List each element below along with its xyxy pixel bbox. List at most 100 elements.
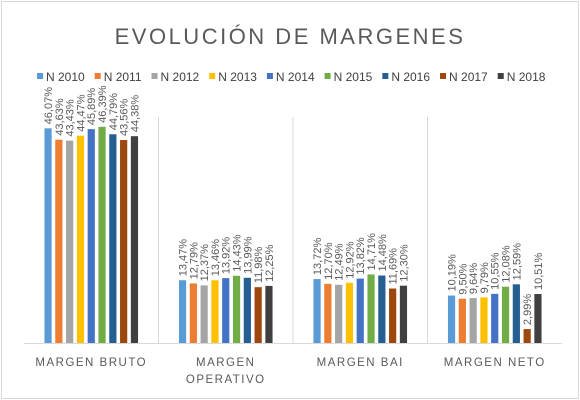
bar	[265, 285, 273, 344]
group-separators	[158, 117, 428, 343]
legend-swatch	[382, 73, 389, 79]
bar	[367, 274, 375, 343]
category-label: MARGEN NETO	[444, 357, 546, 369]
data-label: 44,79%	[108, 93, 120, 131]
data-label: 46,07%	[43, 87, 55, 125]
legend-label: N 2015	[334, 70, 373, 84]
category-label: MARGEN	[196, 357, 255, 369]
data-label: 13,92%	[221, 237, 233, 275]
bar	[324, 283, 332, 343]
legend-item: N 2010	[37, 70, 85, 84]
legend-item: N 2015	[324, 70, 373, 84]
data-label: 13,72%	[312, 238, 324, 276]
bar	[534, 294, 542, 343]
data-label: 12,49%	[334, 243, 346, 281]
bar	[480, 297, 488, 343]
legend-label: N 2010	[46, 70, 85, 84]
data-label: 12,79%	[188, 242, 200, 280]
bar	[243, 277, 251, 343]
data-label: 13,82%	[355, 237, 367, 275]
data-label: 10,55%	[490, 252, 502, 290]
legend-swatch	[266, 73, 273, 79]
bar	[469, 298, 477, 343]
data-label: 43,63%	[54, 98, 66, 136]
data-label: 12,70%	[323, 242, 335, 280]
bar	[491, 293, 499, 343]
data-label: 12,08%	[501, 245, 513, 283]
legend-item: N 2014	[266, 70, 315, 84]
bar	[87, 129, 95, 343]
legend-label: N 2016	[391, 70, 430, 84]
bar	[211, 280, 219, 343]
data-label: 14,43%	[232, 234, 244, 272]
legend-label: N 2014	[276, 70, 315, 84]
bar	[512, 284, 520, 343]
legend-swatch	[324, 73, 331, 79]
data-label: 9,50%	[457, 263, 469, 294]
bar	[356, 278, 364, 343]
legend-label: N 2011	[104, 70, 142, 84]
category-labels: MARGEN BRUTO MARGEN OPERATIVO MARGEN BAI MAR…	[35, 357, 546, 386]
bar	[44, 128, 52, 343]
legend-item: N 2012	[151, 70, 200, 84]
data-label: 11,98%	[253, 246, 265, 283]
data-label: 13,99%	[242, 236, 254, 274]
data-label: 43,43%	[65, 99, 77, 137]
chart-title: EVOLUCIÓN DE MARGENES	[115, 24, 466, 49]
bar	[523, 329, 531, 343]
data-label: 12,59%	[511, 243, 523, 281]
bar	[76, 135, 85, 343]
bar	[109, 134, 117, 343]
bar	[254, 287, 262, 343]
bar	[55, 139, 63, 343]
data-label: 46,39%	[97, 85, 109, 123]
data-label: 44,47%	[75, 94, 87, 132]
bar	[189, 283, 197, 343]
data-label: 12,25%	[264, 244, 276, 282]
data-label: 44,38%	[129, 95, 141, 133]
bar	[389, 288, 397, 343]
data-label: 12,37%	[199, 244, 211, 282]
data-label: 45,89%	[86, 88, 98, 126]
legend-swatch	[151, 73, 158, 79]
data-label: 2,99%	[522, 294, 534, 325]
bar	[447, 295, 456, 343]
data-label: 12,92%	[344, 241, 356, 279]
legend-label: N 2017	[449, 70, 488, 84]
bar	[501, 286, 510, 343]
category-label: MARGEN BRUTO	[35, 357, 147, 369]
bar	[200, 285, 208, 343]
data-labels: 46,07%43,63%43,43%44,47%45,89%46,39%44,7…	[43, 85, 545, 325]
data-label: 9,64%	[468, 263, 480, 294]
data-label: 43,56%	[119, 98, 131, 136]
bar	[98, 126, 106, 343]
data-label: 9,79%	[479, 262, 491, 293]
legend-swatch	[440, 73, 447, 79]
legend-label: N 2013	[218, 70, 257, 84]
legend-swatch	[209, 73, 216, 79]
bar	[66, 140, 74, 343]
legend-swatch	[37, 73, 43, 79]
bar	[378, 275, 386, 343]
legend-label: N 2018	[507, 70, 546, 84]
legend-swatch	[94, 73, 101, 79]
category-label: OPERATIVO	[186, 374, 266, 386]
legend-item: N 2016	[382, 70, 430, 84]
bar	[345, 282, 354, 343]
data-label: 14,48%	[377, 234, 389, 272]
data-label: 14,71%	[366, 233, 378, 271]
bar	[222, 278, 230, 343]
legend: N 2010 N 2011 N 2012 N 2013 N 2014 N 2015 N 20…	[37, 70, 546, 84]
bar	[232, 275, 241, 343]
data-label: 13,47%	[178, 239, 190, 277]
data-label: 10,51%	[533, 252, 545, 290]
bar	[178, 280, 187, 343]
bars	[44, 126, 542, 344]
category-label: MARGEN BAI	[317, 357, 404, 369]
data-label: 13,46%	[210, 239, 222, 277]
legend-item: N 2011	[94, 70, 142, 84]
bar	[399, 285, 408, 343]
data-label: 11,69%	[388, 248, 400, 285]
